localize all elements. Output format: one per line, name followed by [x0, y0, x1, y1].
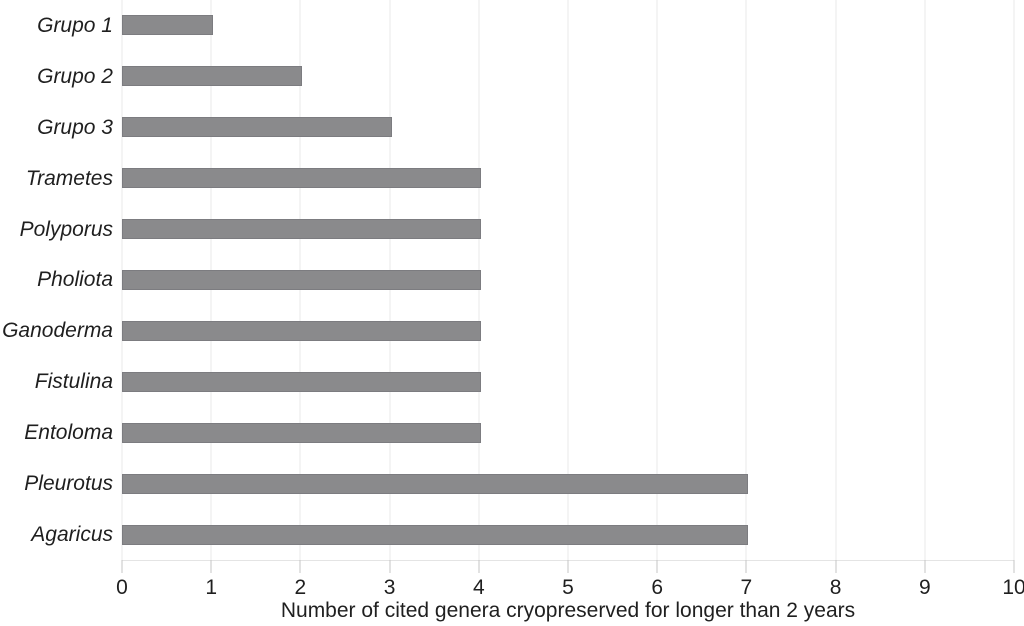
- category-label: Polyporus: [19, 217, 113, 241]
- bar-row: Grupo 1: [37, 0, 1014, 51]
- x-tick-label: 8: [829, 576, 842, 599]
- x-tick-mark: [924, 560, 926, 573]
- x-tick-mark: [478, 560, 480, 573]
- bar: [122, 371, 481, 392]
- x-tick-mark: [656, 560, 658, 573]
- x-tick-label: 0: [116, 576, 128, 599]
- x-tick-label: 7: [740, 576, 753, 599]
- bar: [122, 15, 214, 36]
- x-tick-mark: [389, 560, 391, 573]
- category-label: Trametes: [25, 166, 113, 190]
- category-label: Grupo 3: [37, 115, 113, 139]
- bar: [122, 269, 481, 290]
- category-label: Agaricus: [31, 523, 113, 547]
- x-tick-mark: [299, 560, 301, 573]
- bar: [122, 66, 303, 87]
- category-label: Grupo 2: [37, 64, 113, 88]
- category-label: Grupo 1: [37, 13, 113, 37]
- x-tick-label: 6: [651, 576, 664, 599]
- x-tick-mark: [1013, 560, 1015, 573]
- bar-row: Pleurotus: [24, 458, 1014, 509]
- bar: [122, 219, 481, 240]
- gridline: [745, 0, 747, 560]
- bar-row: Pholiota: [37, 255, 1014, 306]
- gridline: [835, 0, 837, 560]
- bar-row: Grupo 2: [37, 51, 1014, 102]
- category-label: Ganoderma: [2, 319, 113, 343]
- bar: [122, 473, 749, 494]
- bar-row: Ganoderma: [2, 305, 1014, 356]
- x-axis: 0 1 2 3 4 5 6 7 8 9 10: [116, 560, 1024, 606]
- plot-area: Grupo 1 Grupo 2 Grupo 3 Trametes Polyporus Ph…: [2, 0, 1015, 561]
- gridline: [1013, 0, 1015, 560]
- bar-row: Agaricus: [31, 509, 1014, 560]
- x-tick-mark: [210, 560, 212, 573]
- category-label: Fistulina: [34, 370, 113, 394]
- x-tick-label: 9: [918, 576, 931, 599]
- gridline: [924, 0, 926, 560]
- gridline: [656, 0, 658, 560]
- x-tick-label: 4: [472, 576, 485, 599]
- x-tick-label: 2: [294, 576, 307, 599]
- x-tick-mark: [567, 560, 569, 573]
- bar: [122, 524, 749, 545]
- category-label: Pholiota: [37, 268, 113, 292]
- gridline: [567, 0, 569, 560]
- bar-row: Entoloma: [24, 407, 1014, 458]
- category-label: Pleurotus: [24, 472, 113, 496]
- bar-rows: Grupo 1 Grupo 2 Grupo 3 Trametes Polyporus Ph…: [2, 0, 1014, 560]
- x-tick-mark: [835, 560, 837, 573]
- bar-row: Fistulina: [35, 356, 1014, 407]
- x-tick-label: 10: [1002, 576, 1024, 599]
- category-label: Entoloma: [24, 421, 113, 445]
- x-tick-label: 5: [562, 576, 574, 599]
- bar: [122, 320, 481, 341]
- bar: [122, 422, 481, 443]
- bar-row: Polyporus: [20, 204, 1014, 255]
- x-tick-label: 3: [383, 576, 396, 599]
- x-axis-title: Number of cited genera cryopreserved for…: [280, 599, 856, 622]
- bar: [122, 117, 392, 138]
- x-tick-label: 1: [205, 576, 218, 599]
- x-tick-mark: [121, 560, 123, 573]
- bar: [122, 168, 481, 189]
- bar-row: Grupo 3: [37, 102, 1014, 153]
- x-tick-mark: [745, 560, 747, 573]
- bar-row: Trametes: [26, 153, 1014, 204]
